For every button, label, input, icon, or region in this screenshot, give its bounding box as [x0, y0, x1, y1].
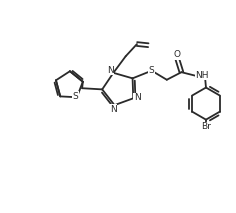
- Text: N: N: [107, 66, 114, 75]
- Text: S: S: [73, 92, 79, 101]
- Text: N: N: [134, 93, 141, 102]
- Text: Br: Br: [201, 122, 211, 131]
- Text: N: N: [110, 105, 117, 114]
- Text: NH: NH: [195, 71, 209, 80]
- Text: S: S: [149, 66, 154, 75]
- Text: O: O: [173, 50, 180, 59]
